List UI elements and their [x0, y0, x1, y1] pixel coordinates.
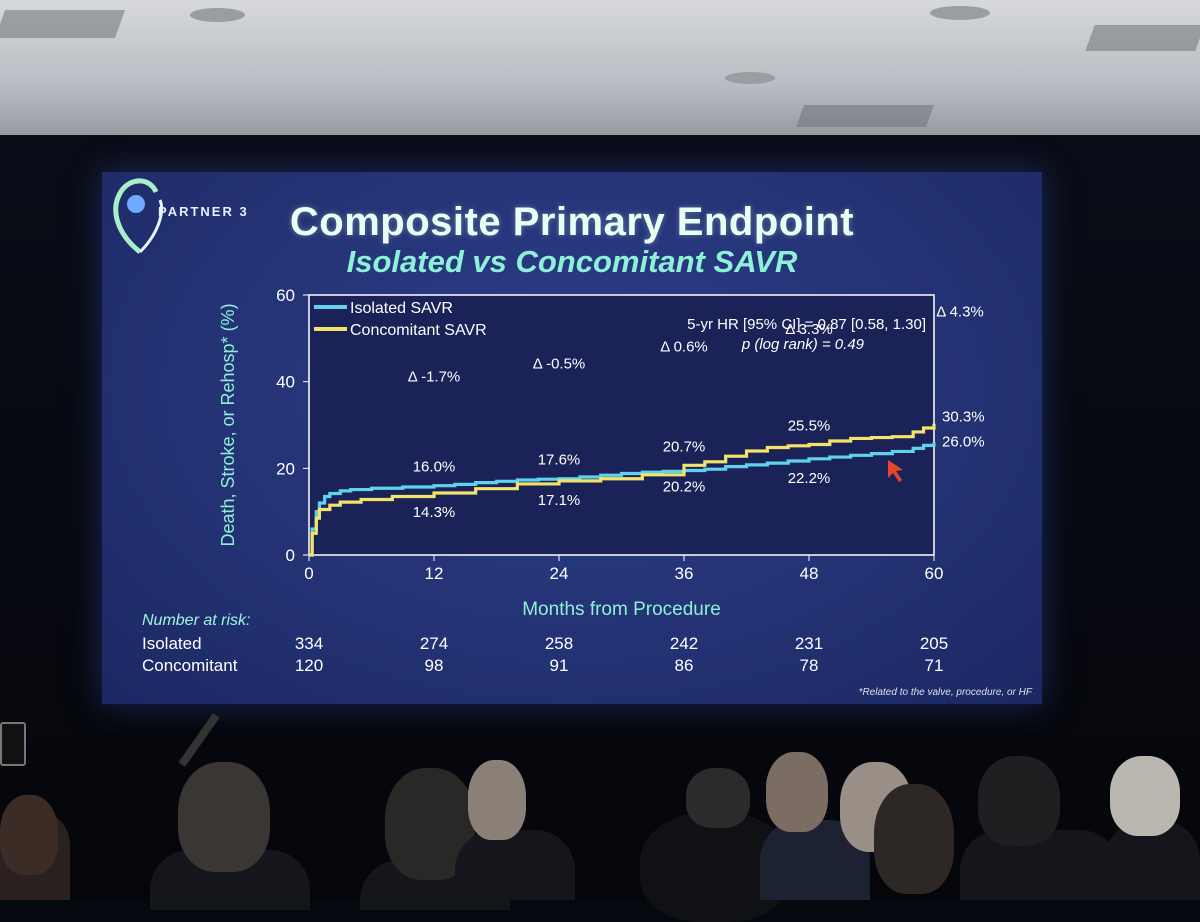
ceiling-light: [190, 8, 245, 22]
ceiling: [0, 0, 1200, 155]
concomitant-value-label: 17.1%: [538, 492, 581, 509]
audience-member: [468, 760, 526, 840]
isolated-value-label: 22.2%: [788, 470, 831, 487]
number-at-risk-title: Number at risk:: [142, 612, 251, 629]
series-line-isolated-savr: [309, 442, 936, 557]
risk-cell: 98: [424, 656, 444, 675]
ceiling-light: [725, 72, 775, 84]
delta-label: Δ 0.6%: [660, 338, 708, 355]
concomitant-value-label: 25.5%: [788, 418, 831, 435]
isolated-value-label: 20.2%: [663, 478, 706, 495]
risk-cell: 334: [294, 634, 324, 653]
delta-label: Δ 3.3%: [785, 321, 833, 338]
risk-cell: 86: [674, 656, 694, 675]
risk-cell: 274: [419, 634, 449, 653]
x-tick-label: 48: [800, 564, 819, 583]
audience-member: [178, 762, 270, 872]
plot-frame: [308, 294, 935, 556]
audience-member: [0, 795, 58, 875]
hazard-ratio-text: 5-yr HR [95% CI] = 0.87 [0.58, 1.30]: [687, 316, 926, 333]
risk-cell: 258: [544, 634, 574, 653]
risk-cell: 205: [919, 634, 949, 653]
cursor-arrow-icon: [888, 460, 903, 482]
x-tick-label: 60: [925, 564, 944, 583]
x-tick-label: 36: [675, 564, 694, 583]
isolated-value-label: 16.0%: [413, 459, 456, 476]
legend-label: Concomitant SAVR: [350, 322, 487, 339]
partner3-logo: PARTNER 3: [110, 172, 250, 262]
y-tick-label: 0: [286, 546, 295, 565]
x-tick-label: 24: [550, 564, 569, 583]
audience-member: [686, 768, 750, 828]
km-chart: Death, Stroke, or Rehosp* (%) Months fro…: [218, 286, 985, 620]
risk-row-label: Isolated: [142, 634, 202, 653]
audience-member: [978, 756, 1060, 846]
risk-cell: 242: [669, 634, 699, 653]
audience: [0, 700, 1200, 922]
risk-row-label: Concomitant: [142, 656, 238, 675]
ceiling-panel: [0, 10, 126, 38]
risk-cell: 231: [794, 634, 824, 653]
risk-cell: 78: [799, 656, 819, 675]
y-tick-label: 40: [276, 373, 295, 392]
concomitant-value-label: 30.3%: [942, 409, 985, 426]
audience-member: [766, 752, 828, 832]
y-tick-label: 20: [276, 459, 295, 478]
concomitant-value-label: 20.7%: [663, 438, 706, 455]
ceiling-light: [930, 6, 990, 20]
slide-title: Composite Primary Endpoint: [289, 200, 855, 244]
legend-label: Isolated SAVR: [350, 300, 453, 317]
x-tick-label: 12: [425, 564, 444, 583]
concomitant-value-label: 14.3%: [413, 504, 456, 521]
y-axis-label: Death, Stroke, or Rehosp* (%): [218, 303, 238, 546]
microphone-icon: [178, 713, 220, 767]
delta-label: Δ -0.5%: [533, 356, 586, 373]
isolated-value-label: 17.6%: [538, 452, 581, 469]
slide-subtitle: Isolated vs Concomitant SAVR: [346, 244, 798, 279]
audience-member: [874, 784, 954, 894]
footnote: *Related to the valve, procedure, or HF: [858, 687, 1032, 698]
series-line-concomitant-savr: [309, 423, 936, 557]
isolated-value-label: 26.0%: [942, 433, 985, 450]
x-tick-label: 0: [304, 564, 313, 583]
risk-cell: 120: [294, 656, 324, 675]
projected-slide: PARTNER 3 Composite Primary Endpoint Iso…: [102, 172, 1042, 704]
delta-label: Δ 4.3%: [936, 304, 984, 321]
delta-label: Δ -1.7%: [408, 369, 461, 386]
audience-member: [455, 830, 575, 900]
audience-member: [1110, 756, 1180, 836]
risk-cell: 91: [549, 656, 569, 675]
ceiling-panel: [795, 105, 935, 127]
p-value-text: p (log rank) = 0.49: [741, 336, 865, 353]
risk-cell: 71: [924, 656, 944, 675]
phone-icon: [0, 722, 26, 766]
logo-text: PARTNER 3: [158, 204, 249, 219]
x-axis-label: Months from Procedure: [522, 599, 721, 620]
logo-heart-icon: [113, 178, 164, 254]
ceiling-panel: [1085, 25, 1200, 51]
y-tick-label: 60: [276, 286, 295, 305]
